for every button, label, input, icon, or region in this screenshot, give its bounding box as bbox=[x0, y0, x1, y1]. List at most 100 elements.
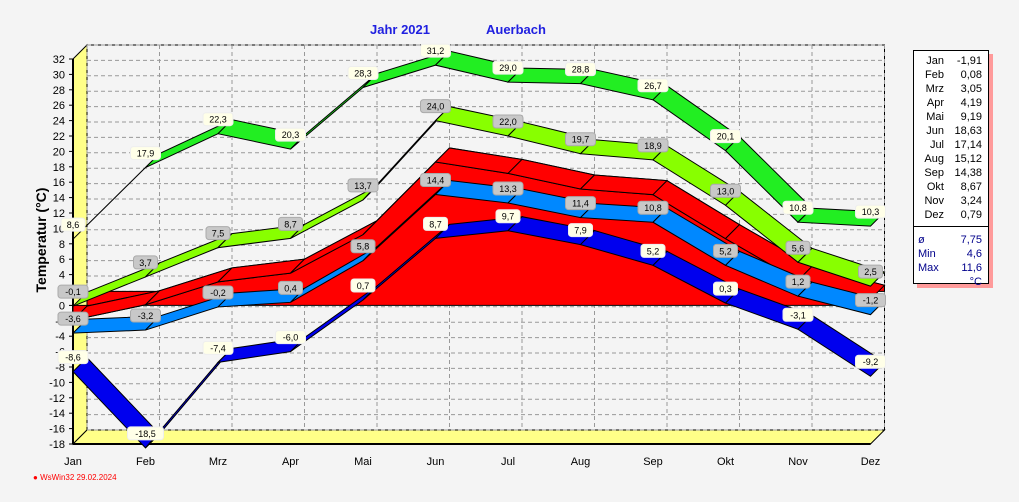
legend-month-row: Jun 18,63 bbox=[914, 124, 988, 138]
data-label: -3,2 bbox=[138, 311, 154, 321]
data-label: 1,2 bbox=[792, 277, 805, 287]
data-label-box bbox=[202, 112, 234, 127]
data-label-box bbox=[347, 65, 379, 80]
x-tick-label: Nov bbox=[788, 456, 808, 468]
x-tick-label: Feb bbox=[136, 456, 155, 468]
data-label: 7,5 bbox=[212, 229, 225, 239]
footer-credit: ● WsWin32 29.02.2024 bbox=[33, 473, 117, 482]
y-axis-label: Temperatur (°C) bbox=[33, 188, 49, 293]
temperature-chart: -18-16-14-12-10-8-6-4-202468101214161820… bbox=[33, 43, 886, 468]
data-label: 8,7 bbox=[429, 219, 442, 229]
data-label: -0,2 bbox=[210, 288, 226, 298]
x-tick-label: Dez bbox=[861, 456, 881, 468]
data-label-box bbox=[420, 99, 451, 114]
legend-month: Aug bbox=[924, 153, 944, 165]
data-label: 10,8 bbox=[644, 203, 662, 213]
legend-month: Mrz bbox=[925, 83, 944, 95]
legend-value: 3,05 bbox=[960, 83, 982, 95]
data-label: 13,3 bbox=[499, 184, 517, 194]
data-label-box bbox=[275, 330, 306, 345]
data-label-box bbox=[57, 350, 89, 365]
data-label: 28,3 bbox=[354, 68, 372, 78]
legend-month: Jul bbox=[929, 139, 944, 151]
legend-value: 18,63 bbox=[954, 125, 982, 137]
data-label: 13,7 bbox=[354, 181, 372, 191]
data-label: 5,2 bbox=[647, 246, 660, 256]
data-label-box bbox=[278, 280, 303, 295]
footer-text: WsWin32 29.02.2024 bbox=[40, 473, 117, 482]
legend-value: 4,19 bbox=[960, 97, 982, 109]
data-label-box bbox=[785, 274, 811, 289]
data-label: -0,1 bbox=[65, 287, 81, 297]
data-label: 10,3 bbox=[862, 207, 880, 217]
data-label-box bbox=[495, 209, 521, 224]
data-label-box bbox=[420, 43, 451, 58]
y-tick-label: -10 bbox=[49, 377, 65, 389]
legend-max-row: Max 11,6 bbox=[914, 261, 988, 275]
max-value: 11,6 bbox=[961, 262, 982, 274]
x-tick-label: Sep bbox=[643, 456, 663, 468]
y-tick-label: 24 bbox=[53, 116, 65, 128]
avg-label: ø bbox=[918, 234, 925, 246]
chart-station-title: Auerbach bbox=[486, 22, 546, 37]
data-label: -8,6 bbox=[65, 353, 81, 363]
legend-month-row: Dez 0,79 bbox=[914, 208, 988, 222]
data-label: 22,0 bbox=[499, 117, 517, 127]
data-label-box bbox=[492, 181, 524, 196]
legend-month-row: Jul 17,14 bbox=[914, 138, 988, 152]
data-label-box bbox=[785, 240, 811, 255]
legend-month-row: Mai 9,19 bbox=[914, 110, 988, 124]
data-label-box bbox=[423, 216, 448, 231]
legend-month: Dez bbox=[924, 209, 944, 221]
data-label-box bbox=[710, 183, 741, 198]
data-label-box bbox=[855, 293, 886, 308]
y-tick-label: 22 bbox=[53, 131, 65, 143]
y-tick-label: -16 bbox=[49, 424, 65, 436]
data-label: 7,9 bbox=[574, 226, 587, 236]
y-tick-label: 28 bbox=[53, 85, 65, 97]
data-label-box bbox=[637, 200, 669, 215]
data-label-box bbox=[565, 132, 596, 147]
legend-value: 0,08 bbox=[960, 69, 982, 81]
data-label: 9,7 bbox=[502, 212, 515, 222]
legend-value: 8,67 bbox=[960, 181, 982, 193]
data-label: -18,5 bbox=[135, 429, 156, 439]
legend-month-row: Okt 8,67 bbox=[914, 180, 988, 194]
data-label: 5,2 bbox=[719, 246, 732, 256]
legend-month: Sep bbox=[924, 167, 944, 179]
legend-value: 14,38 bbox=[954, 167, 982, 179]
legend-month-row: Nov 3,24 bbox=[914, 194, 988, 208]
data-label-box bbox=[565, 196, 596, 211]
data-label: 8,6 bbox=[67, 220, 80, 230]
data-label: 20,3 bbox=[282, 130, 300, 140]
data-label-box bbox=[57, 311, 89, 326]
data-label-box bbox=[713, 243, 738, 258]
data-label-box bbox=[492, 60, 524, 75]
min-label: Min bbox=[918, 248, 936, 260]
data-label-box bbox=[130, 146, 161, 161]
data-label: -7,4 bbox=[210, 343, 226, 353]
data-label-box bbox=[127, 426, 164, 441]
data-label: 8,7 bbox=[284, 219, 297, 229]
data-label-box bbox=[57, 284, 89, 299]
data-label: 17,9 bbox=[137, 149, 155, 159]
data-label: 0,7 bbox=[357, 281, 370, 291]
legend-month-row: Feb 0,08 bbox=[914, 68, 988, 82]
data-label: 22,3 bbox=[209, 115, 227, 125]
y-tick-label: 0 bbox=[59, 300, 65, 312]
legend-month: Okt bbox=[926, 181, 944, 193]
series-segment bbox=[145, 119, 233, 169]
data-label: 5,8 bbox=[357, 242, 370, 252]
data-label-box bbox=[278, 216, 303, 231]
data-label: 19,7 bbox=[572, 135, 590, 145]
data-label: 24,0 bbox=[427, 102, 445, 112]
legend-min-row: Min 4,6 bbox=[914, 247, 988, 261]
data-label-box bbox=[350, 239, 376, 254]
data-label: 0,3 bbox=[719, 284, 732, 294]
legend-month: Feb bbox=[925, 69, 944, 81]
legend-month: Jan bbox=[926, 55, 944, 67]
data-label-box bbox=[350, 278, 376, 293]
x-tick-label: Apr bbox=[282, 456, 299, 468]
legend-month: Apr bbox=[926, 97, 944, 109]
